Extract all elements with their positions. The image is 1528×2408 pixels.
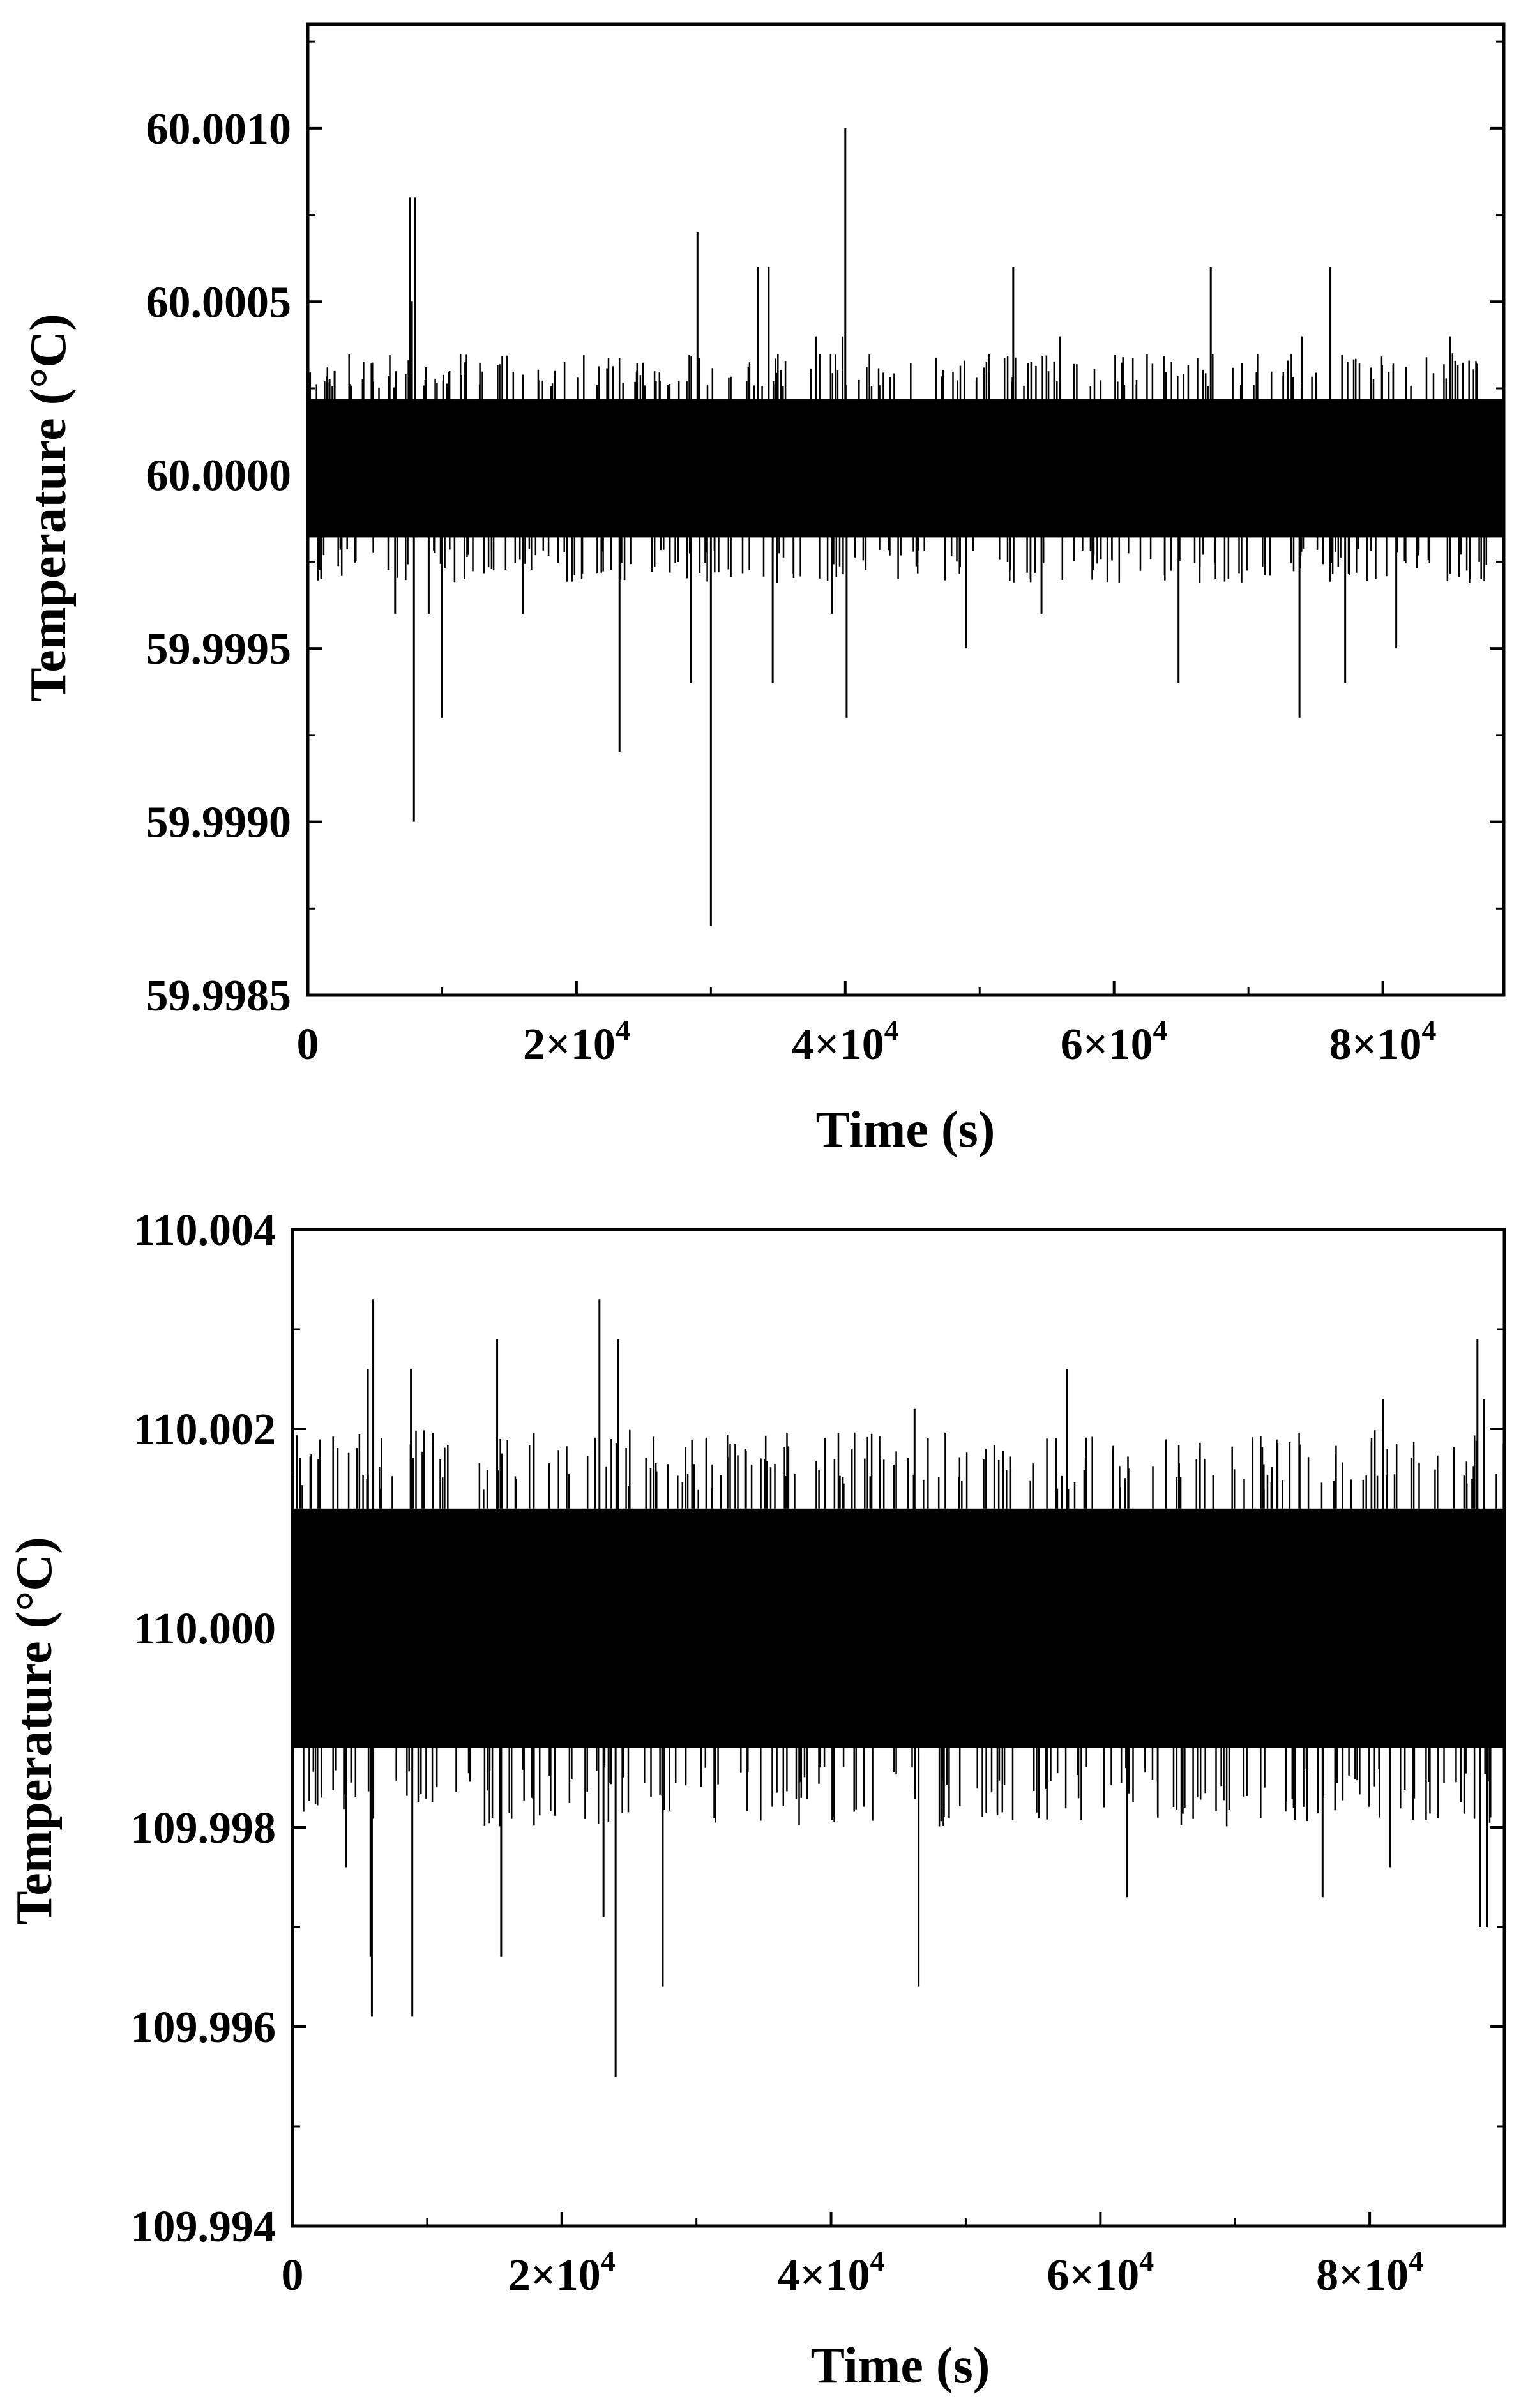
top-x-tick-label: 0 (297, 1020, 319, 1069)
bottom-x-tick-label: 6×104 (1047, 2244, 1154, 2300)
top-y-axis: 59.9985 59.9990 59.9995 60.0000 60.0005 60.00… (146, 40, 1504, 1021)
top-minor-spikes (308, 353, 1488, 583)
top-x-tick-label: 8×104 (1329, 1014, 1437, 1069)
top-y-tick-label: 60.0005 (146, 278, 292, 327)
bottom-y-tick-label: 110.000 (133, 1604, 276, 1654)
top-y-axis-title: Temperature (°C) (20, 314, 77, 701)
bottom-y-tick-label: 109.998 (131, 1804, 276, 1853)
top-y-tick-label: 59.9990 (146, 798, 292, 848)
top-plot-frame (306, 22, 1506, 997)
top-y-tick-label: 59.9985 (146, 972, 292, 1021)
top-chart-panel: 59.9985 59.9990 59.9995 60.0000 60.0005 60.00… (20, 22, 1506, 1158)
bottom-y-axis: 109.994 109.996 109.998 110.000 110.002 110.0… (131, 1206, 1504, 2252)
bottom-y-tick-label: 110.002 (133, 1405, 276, 1454)
bottom-x-tick-label: 2×104 (508, 2244, 616, 2300)
top-x-tick-label: 2×104 (523, 1014, 630, 1069)
bottom-y-tick-label: 109.996 (131, 2003, 276, 2052)
bottom-noise-band (292, 1508, 1504, 1748)
top-x-axis: 0 2×104 4×104 6×104 8×104 (297, 981, 1437, 1069)
top-plot-data (308, 128, 1504, 926)
top-x-tick-label: 6×104 (1061, 1014, 1168, 1069)
bottom-y-tick-label: 109.994 (131, 2202, 276, 2252)
top-y-tick-label: 59.9995 (146, 625, 292, 674)
bottom-x-axis-title: Time (s) (811, 2338, 990, 2394)
bottom-x-tick-label: 4×104 (778, 2244, 885, 2300)
bottom-x-tick-label: 8×104 (1316, 2244, 1423, 2300)
top-x-axis-title: Time (s) (816, 1102, 995, 1158)
top-x-tick-label: 4×104 (792, 1014, 899, 1069)
top-noise-band (308, 399, 1504, 538)
bottom-minor-spikes (292, 1429, 1504, 1827)
bottom-x-tick-label: 0 (282, 2251, 304, 2300)
top-y-tick-label: 60.0000 (146, 452, 292, 501)
top-y-tick-label: 60.0010 (146, 105, 292, 154)
bottom-x-axis: 0 2×104 4×104 6×104 8×104 (282, 2212, 1423, 2300)
bottom-chart-panel: 109.994 109.996 109.998 110.000 110.002 110.0… (6, 1206, 1506, 2394)
bottom-y-axis-title: Temperature (°C) (6, 1537, 63, 1924)
bottom-plot-data (292, 1299, 1504, 2077)
bottom-y-tick-label: 110.004 (133, 1206, 276, 1255)
